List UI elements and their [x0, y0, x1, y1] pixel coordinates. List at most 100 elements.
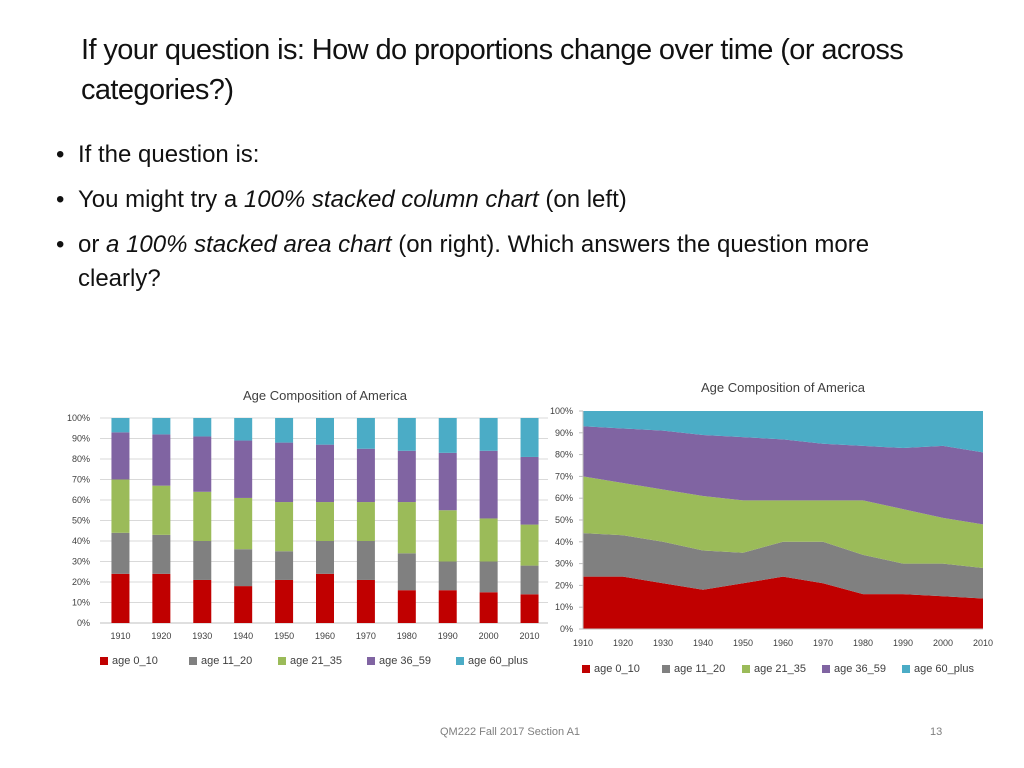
bar-segment-age-36-59-2000 [479, 450, 498, 519]
y-tick-label: 80% [555, 450, 573, 460]
bullet-2-pre: You might try a [78, 186, 244, 213]
legend-label-age-60-plus: age 60_plus [468, 655, 528, 667]
x-tick-label: 1990 [438, 631, 458, 641]
stacked-area-chart: Age Composition of America 0% 10% 20% 30% 40%… [548, 372, 994, 684]
bar-segment-age-0-10-1940 [234, 586, 253, 623]
bar-segment-age-21-35-1950 [275, 502, 294, 552]
bullet-2-emphasis: 100% stacked column chart [243, 186, 539, 213]
bullet-item-2: You might try a 100% stacked column char… [56, 183, 876, 217]
legend-label-age-11-20: age 11_20 [201, 655, 252, 667]
legend-swatch-age-11-20 [189, 657, 197, 665]
bar-segment-age-11-20-1930 [193, 541, 212, 580]
bar-segment-age-0-10-1910 [111, 573, 130, 623]
y-tick-label: 30% [555, 559, 573, 569]
legend-swatch-age-0-10 [582, 665, 590, 673]
legend-label-age-0-10: age 0_10 [594, 663, 640, 675]
bar-segment-age-60-plus-1980 [397, 418, 416, 451]
bar-segment-age-21-35-2000 [479, 518, 498, 562]
bar-segment-age-60-plus-1960 [316, 418, 334, 445]
bar-segment-age-0-10-1950 [275, 579, 294, 623]
area-band-age-11-20 [583, 533, 983, 599]
y-tick-label: 40% [555, 537, 573, 547]
legend-label-age-36-59: age 36_59 [379, 655, 431, 667]
bar-segment-age-11-20-1970 [356, 541, 375, 580]
bullet-list: If the question is: You might try a 100%… [56, 138, 876, 307]
y-tick-label: 20% [72, 577, 90, 587]
stacked-area-chart-svg: Age Composition of America 0% 10% 20% 30% 40%… [550, 380, 993, 675]
bar-segment-age-11-20-1910 [111, 532, 130, 574]
area-band-age-60-plus [583, 411, 983, 453]
stacked-column-chart: Age Composition of America 0% 10% 20% 30% 40%… [60, 378, 555, 688]
bar-segment-age-36-59-1940 [234, 440, 253, 498]
bullet-3-emphasis: a 100% stacked area chart [106, 231, 392, 258]
y-tick-label: 80% [72, 454, 90, 464]
x-tick-label: 1970 [356, 631, 376, 641]
bar-segment-age-60-plus-1910 [111, 418, 130, 433]
x-tick-label: 1960 [315, 631, 335, 641]
bar-segment-age-11-20-1990 [438, 561, 457, 591]
y-tick-label: 40% [72, 536, 90, 546]
bar-segment-age-0-10-1930 [193, 579, 212, 623]
y-tick-label: 90% [555, 428, 573, 438]
bar-segment-age-36-59-1960 [316, 444, 334, 503]
bar-segment-age-0-10-1970 [356, 579, 375, 623]
bar-segment-age-11-20-1950 [275, 551, 294, 580]
legend-swatch-age-36-59 [822, 665, 830, 673]
chart-title: Age Composition of America [243, 388, 408, 403]
legend-swatch-age-60-plus [456, 657, 464, 665]
bar-segment-age-11-20-1960 [316, 541, 334, 574]
bar-segment-age-36-59-1910 [111, 432, 130, 480]
y-tick-label: 90% [72, 434, 90, 444]
bar-segment-age-21-35-1980 [397, 502, 416, 554]
x-tick-label: 1910 [573, 638, 593, 648]
x-tick-label: 1930 [653, 638, 673, 648]
bullet-3-post: (on right). Which answers the question m… [78, 231, 870, 292]
bar-segment-age-21-35-1990 [438, 510, 457, 562]
legend-label-age-21-35: age 21_35 [754, 663, 806, 675]
y-tick-label: 30% [72, 557, 90, 567]
x-tick-label: 1970 [813, 638, 833, 648]
x-tick-label: 2010 [520, 631, 540, 641]
slide-footer: QM222 Fall 2017 Section A1 [440, 726, 581, 738]
bar-segment-age-11-20-1920 [152, 534, 171, 574]
y-tick-label: 50% [72, 516, 90, 526]
x-tick-label: 1940 [233, 631, 253, 641]
x-tick-label: 1950 [274, 631, 294, 641]
bar-segment-age-21-35-1970 [356, 502, 375, 541]
bar-segment-age-0-10-2010 [520, 594, 539, 623]
legend-swatch-age-21-35 [742, 665, 750, 673]
legend-swatch-age-0-10 [100, 657, 108, 665]
x-tick-label: 1920 [151, 631, 171, 641]
bar-segment-age-60-plus-1990 [438, 418, 457, 453]
bullet-item-1: If the question is: [56, 138, 876, 172]
bar-segment-age-0-10-2000 [479, 592, 498, 623]
bar-segment-age-21-35-1940 [234, 497, 253, 550]
bar-segment-age-0-10-1990 [438, 590, 457, 623]
x-tick-label: 1940 [693, 638, 713, 648]
bullet-3-pre: or [78, 231, 107, 258]
x-tick-label: 1930 [192, 631, 212, 641]
x-tick-label: 1950 [733, 638, 753, 648]
bar-segment-age-60-plus-1920 [152, 418, 171, 435]
y-tick-label: 0% [77, 618, 90, 628]
bar-segment-age-36-59-1920 [152, 434, 171, 486]
bullet-2-post: (on left) [538, 186, 627, 213]
x-tick-label: 1990 [893, 638, 913, 648]
stacked-column-chart-svg: Age Composition of America 0% 10% 20% 30% 40%… [67, 388, 550, 667]
bar-segment-age-60-plus-1970 [356, 418, 375, 449]
y-tick-label: 10% [555, 602, 573, 612]
y-tick-label: 60% [555, 493, 573, 503]
area-band-age-36-59 [583, 426, 983, 525]
x-tick-label: 2000 [933, 638, 953, 648]
legend-swatch-age-11-20 [662, 665, 670, 673]
bar-segment-age-21-35-1960 [316, 502, 334, 541]
bar-segment-age-11-20-1980 [397, 553, 416, 591]
x-tick-label: 1960 [773, 638, 793, 648]
legend-swatch-age-21-35 [278, 657, 286, 665]
legend-swatch-age-60-plus [902, 665, 910, 673]
bar-segment-age-21-35-1910 [111, 479, 130, 533]
bar-segment-age-11-20-2010 [520, 565, 539, 595]
y-tick-label: 100% [67, 413, 90, 423]
bar-segment-age-21-35-1920 [152, 485, 171, 535]
y-tick-label: 70% [72, 475, 90, 485]
